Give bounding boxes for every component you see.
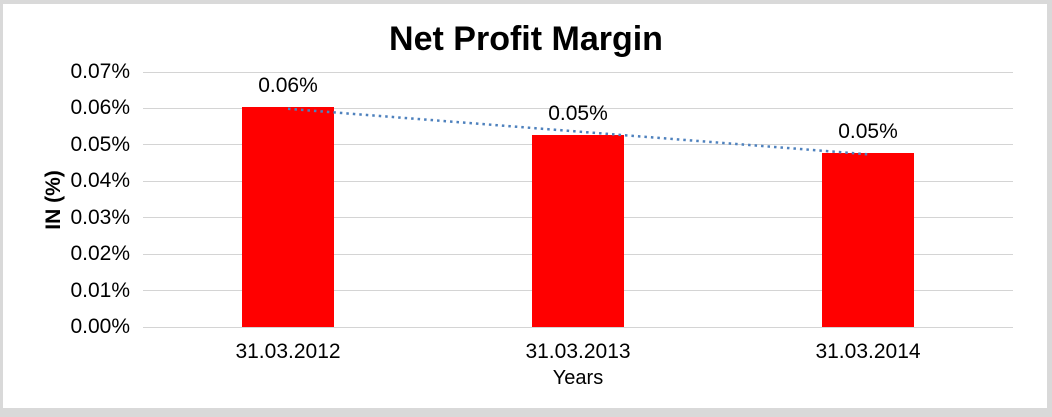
y-axis-tick-label: 0.00% bbox=[70, 315, 130, 338]
data-label-31.03.2013: 0.05% bbox=[548, 102, 608, 126]
bar-31.03.2012 bbox=[242, 107, 334, 327]
y-axis-tick-label: 0.07% bbox=[70, 60, 130, 83]
plot-area bbox=[143, 71, 1013, 328]
x-axis-tick-label: 31.03.2012 bbox=[235, 340, 341, 363]
y-axis-tick-label: 0.03% bbox=[70, 205, 130, 229]
data-label-31.03.2012: 0.06% bbox=[258, 74, 318, 98]
y-axis-tick-label: 0.02% bbox=[70, 242, 130, 266]
bar-31.03.2014 bbox=[822, 152, 914, 327]
y-axis-tick-label: 0.05% bbox=[70, 132, 130, 156]
gridline bbox=[143, 107, 1013, 109]
x-axis-tick-label: 31.03.2014 bbox=[815, 340, 921, 363]
bar-31.03.2013 bbox=[532, 135, 624, 327]
gridline bbox=[143, 326, 1013, 328]
x-axis-title: Years bbox=[552, 367, 604, 389]
gridline bbox=[143, 71, 1013, 73]
y-axis-tick-label: 0.06% bbox=[70, 96, 130, 120]
data-label-31.03.2014: 0.05% bbox=[838, 119, 898, 143]
y-axis-tick-label: 0.04% bbox=[70, 169, 130, 193]
x-axis-tick-label: 31.03.2013 bbox=[525, 340, 631, 363]
chart-title: Net Profit Margin bbox=[389, 20, 663, 58]
y-axis-tick-label: 0.01% bbox=[70, 278, 130, 302]
